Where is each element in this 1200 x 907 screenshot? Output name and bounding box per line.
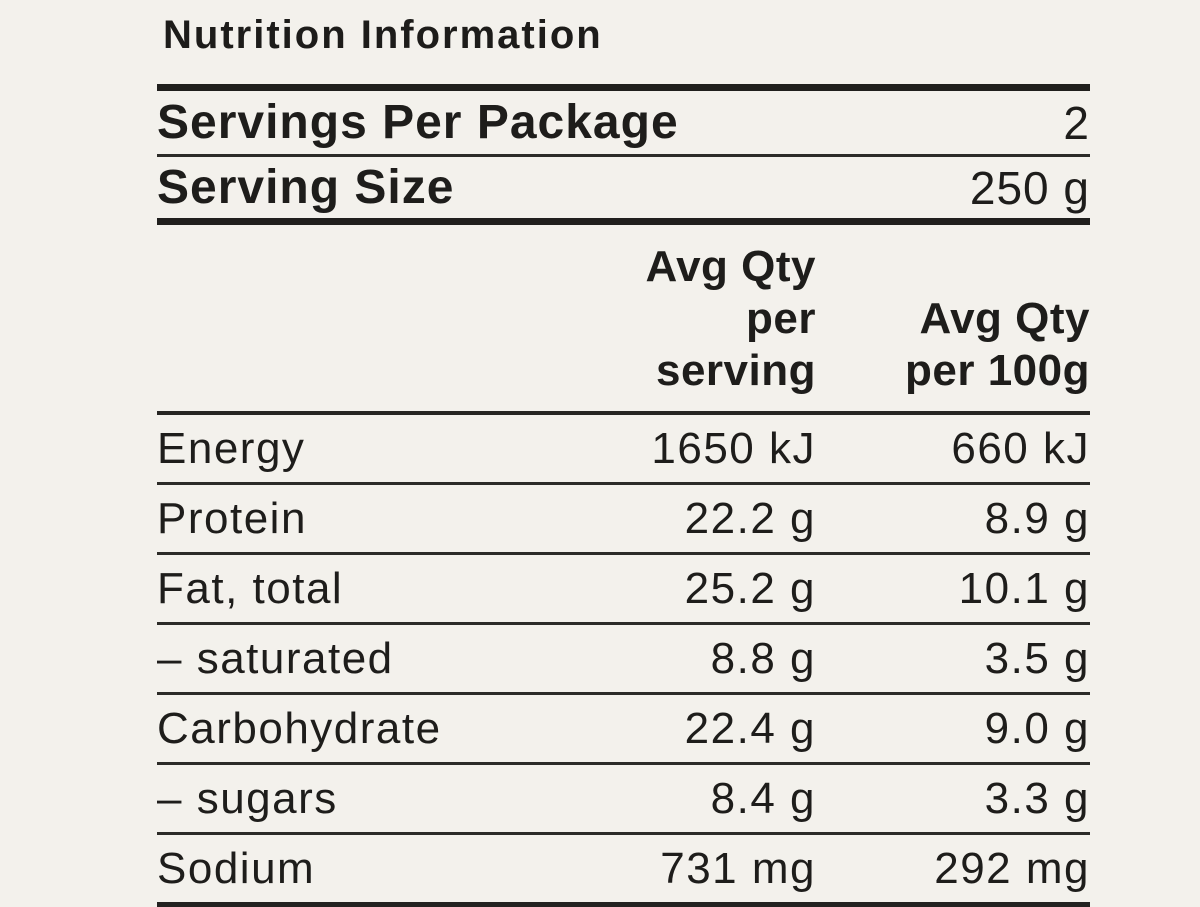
per-serving-value: 22.2 g [684, 493, 816, 543]
nutrient-label: Fat, total [157, 563, 344, 613]
per-serving-value: 22.4 g [684, 703, 816, 753]
nutrient-row-sodium: Sodium 731 mg 292 mg [157, 835, 1090, 907]
servings-per-package-row: Servings Per Package 2 [157, 91, 1090, 157]
nutrient-label: Protein [157, 493, 307, 543]
nutrient-label: – sugars [157, 773, 338, 823]
nutrient-label: Carbohydrate [157, 703, 442, 753]
nutrient-label: – saturated [157, 633, 394, 683]
column-header-row: Avg Qty per serving Avg Qty per 100g [157, 225, 1090, 411]
nutrient-label: Sodium [157, 843, 316, 893]
servings-per-package-label: Servings Per Package [157, 96, 679, 149]
nutrient-row-sugars: – sugars 8.4 g 3.3 g [157, 765, 1090, 835]
per-serving-value: 731 mg [660, 843, 816, 893]
per-100g-value: 9.0 g [984, 703, 1090, 753]
per-100g-column-header: Avg Qty per 100g [816, 293, 1090, 397]
per-serving-column-header: Avg Qty per serving [586, 241, 816, 397]
per-100g-header-line2: per 100g [905, 346, 1090, 395]
per-100g-value: 292 mg [934, 843, 1090, 893]
per-serving-header-line2: per serving [655, 294, 816, 395]
per-serving-value: 25.2 g [684, 563, 816, 613]
serving-size-row: Serving Size 250 g [157, 157, 1090, 225]
divider-thick-top [157, 84, 1090, 91]
per-serving-value: 1650 kJ [651, 423, 816, 473]
serving-size-label: Serving Size [157, 161, 455, 214]
per-serving-value: 8.8 g [710, 633, 816, 683]
nutrient-row-saturated-fat: – saturated 8.8 g 3.5 g [157, 625, 1090, 695]
per-serving-header-line1: Avg Qty [645, 242, 816, 291]
nutrient-row-protein: Protein 22.2 g 8.9 g [157, 485, 1090, 555]
servings-per-package-value: 2 [1063, 96, 1090, 149]
per-100g-header-line1: Avg Qty [919, 294, 1090, 343]
per-100g-value: 8.9 g [984, 493, 1090, 543]
per-100g-value: 10.1 g [958, 563, 1090, 613]
nutrient-label: Energy [157, 423, 306, 473]
serving-size-value: 250 g [969, 161, 1090, 214]
per-100g-value: 3.3 g [984, 773, 1090, 823]
per-serving-value: 8.4 g [710, 773, 816, 823]
per-100g-value: 660 kJ [951, 423, 1090, 473]
per-100g-value: 3.5 g [984, 633, 1090, 683]
nutrient-row-fat-total: Fat, total 25.2 g 10.1 g [157, 555, 1090, 625]
divider-header [157, 411, 1090, 415]
nutrition-information-panel: Nutrition Information Servings Per Packa… [157, 8, 1090, 907]
nutrient-row-carbohydrate: Carbohydrate 22.4 g 9.0 g [157, 695, 1090, 765]
nutrient-row-energy: Energy 1650 kJ 660 kJ [157, 415, 1090, 485]
panel-title: Nutrition Information [163, 13, 603, 57]
